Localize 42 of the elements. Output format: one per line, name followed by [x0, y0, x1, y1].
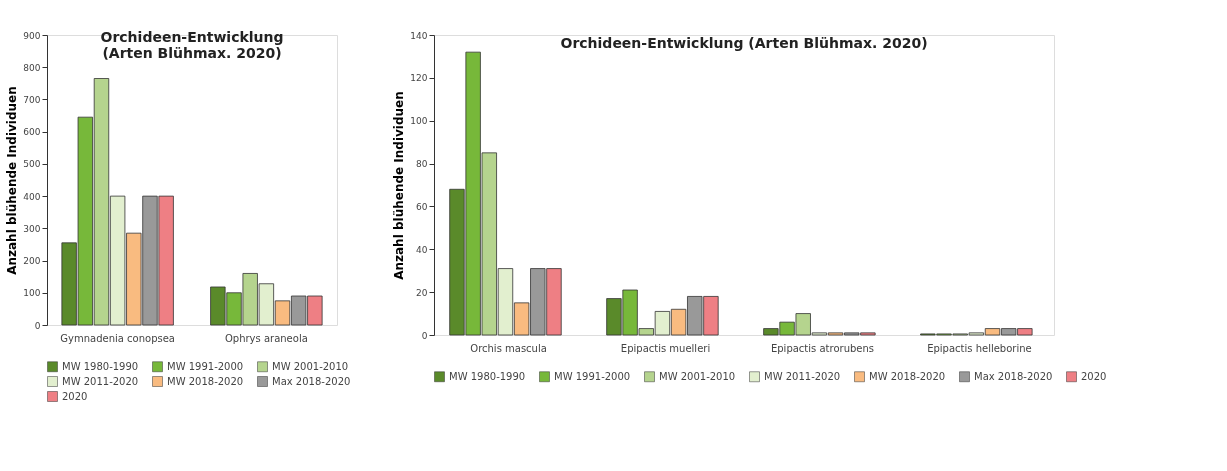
legend-label: MW 2018-2020 [167, 375, 244, 387]
x-tick-label: Gymnadenia conopsea [60, 332, 175, 344]
y-axis-title: Anzahl blühende Individuen [392, 91, 407, 280]
legend-label: 2020 [1081, 370, 1107, 382]
y-tick-label: 80 [416, 159, 428, 170]
y-tick-label: 0 [34, 320, 41, 331]
x-tick-label: Epipactis muelleri [620, 342, 711, 354]
legend-label: MW 2011-2020 [764, 370, 841, 382]
legend-label: MW 1980-1990 [62, 360, 139, 372]
x-tick-label: Orchis mascula [470, 342, 547, 354]
x-tick-label: Epipactis atrorubens [770, 342, 875, 354]
y-tick-label: 900 [23, 30, 41, 41]
y-tick-label: 60 [416, 201, 428, 212]
y-tick-label: 20 [416, 287, 428, 298]
y-tick-label: 500 [23, 159, 41, 170]
y-tick-label: 0 [421, 330, 428, 341]
chart-title: Orchideen-Entwicklung (Arten Blühmax. 2020) [560, 35, 928, 51]
legend-label: MW 2018-2020 [869, 370, 946, 382]
y-tick-label: 120 [410, 73, 428, 84]
y-tick-label: 40 [416, 244, 428, 255]
y-tick-label: 600 [23, 127, 41, 138]
legend-label: MW 2001-2010 [659, 370, 736, 382]
legend-label: Max 2018-2020 [974, 370, 1053, 382]
legend-label: MW 1980-1990 [449, 370, 526, 382]
x-tick-label: Epipactis helleborine [927, 342, 1032, 354]
y-tick-label: 140 [410, 30, 428, 41]
y-tick-label: 700 [23, 94, 41, 105]
y-tick-label: 400 [23, 191, 41, 202]
legend-label: MW 1991-2000 [167, 360, 244, 372]
y-tick-label: 800 [23, 62, 41, 73]
legend-label: MW 1991-2000 [554, 370, 631, 382]
y-tick-label: 100 [410, 116, 428, 127]
y-tick-label: 100 [23, 288, 41, 299]
legend-label: MW 2001-2010 [272, 360, 349, 372]
x-tick-label: Ophrys araneola [224, 332, 308, 344]
y-tick-label: 300 [23, 223, 41, 234]
chart-title: Orchideen-Entwicklung (Arten Blühmax. 2020) [100, 29, 284, 61]
legend-label: Max 2018-2020 [272, 375, 351, 387]
y-axis-title: Anzahl blühende Individuen [5, 86, 20, 275]
legend-label: 2020 [62, 390, 88, 402]
legend-label: MW 2011-2020 [62, 375, 139, 387]
y-tick-label: 200 [23, 256, 41, 267]
